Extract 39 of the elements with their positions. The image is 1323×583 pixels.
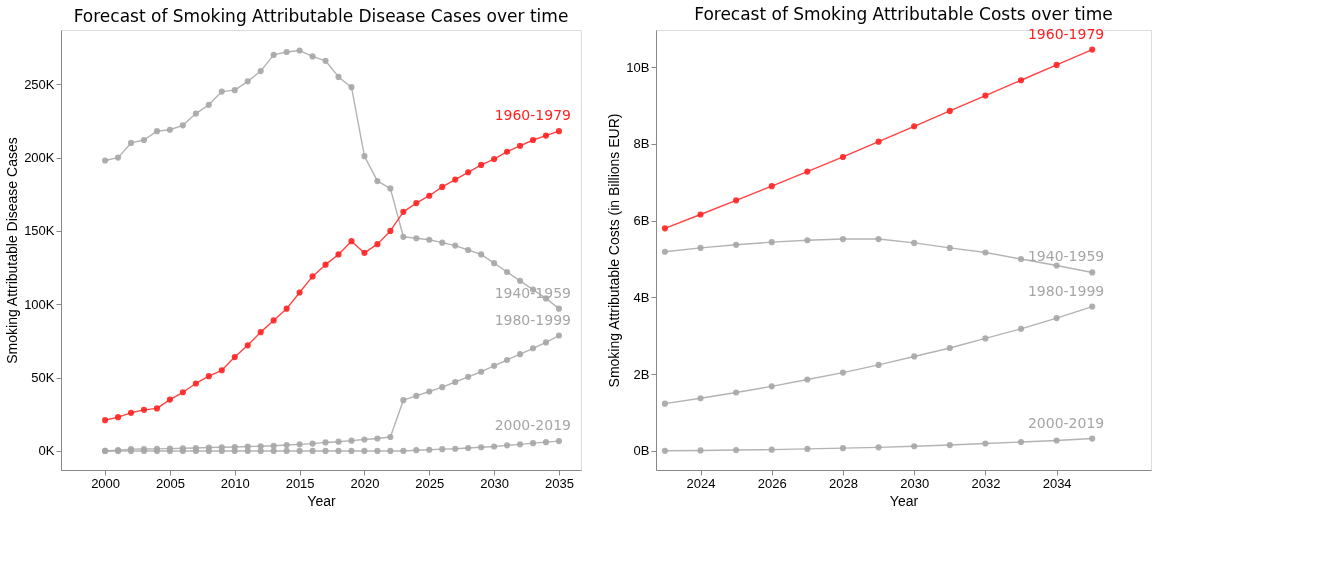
series-label: 1940-1959 <box>1027 248 1105 265</box>
x-axis-title: Year <box>889 492 919 509</box>
y-axis-title: Smoking Attributable Disease Cases <box>4 137 21 364</box>
y-tick-label: 8B <box>633 136 650 152</box>
y-tick-label: 250K <box>24 76 55 92</box>
x-tick-label: 2000 <box>91 475 121 491</box>
x-tick-label: 2025 <box>415 475 445 491</box>
y-tick-label: 6B <box>633 213 650 229</box>
y-axis-title: Smoking Attributable Costs (in Billions EUR) <box>606 113 623 388</box>
y-tick-label: 200K <box>24 150 55 166</box>
y-tick-label: 0K <box>38 443 55 459</box>
x-tick-label: 2024 <box>686 475 716 491</box>
series-label: 2000-2019 <box>494 417 571 434</box>
y-tick-label: 50K <box>31 370 55 386</box>
x-tick-label: 2015 <box>285 475 315 491</box>
x-tick-label: 2010 <box>220 475 250 491</box>
series-label: 2000-2019 <box>1027 414 1105 431</box>
x-tick-label: 2005 <box>155 475 185 491</box>
series-label: 1960-1979 <box>494 107 571 124</box>
y-tick-label: 4B <box>633 289 650 305</box>
x-axis-title: Year <box>307 492 336 509</box>
y-tick-label: 100K <box>24 296 55 312</box>
y-tick-label: 0B <box>633 443 650 459</box>
x-tick-label: 2028 <box>829 475 858 491</box>
series-label: 1980-1999 <box>494 311 571 328</box>
x-tick-label: 2034 <box>1042 475 1072 491</box>
x-tick-label: 2035 <box>544 475 574 491</box>
x-tick-label: 2030 <box>480 475 510 491</box>
x-tick-label: 2026 <box>757 475 787 491</box>
y-tick-label: 150K <box>24 223 55 239</box>
x-tick-label: 2032 <box>971 475 1001 491</box>
x-tick-label: 2030 <box>900 475 930 491</box>
series-label: 1960-1979 <box>1027 25 1105 42</box>
series-label: 1980-1999 <box>1027 282 1105 299</box>
chart-title: Forecast of Smoking Attributable Disease Cases over time <box>73 6 569 26</box>
y-tick-label: 10B <box>626 59 650 75</box>
y-tick-label: 2B <box>633 366 650 382</box>
chart-title: Forecast of Smoking Attributable Costs over time <box>694 3 1113 24</box>
x-tick-label: 2020 <box>350 475 380 491</box>
